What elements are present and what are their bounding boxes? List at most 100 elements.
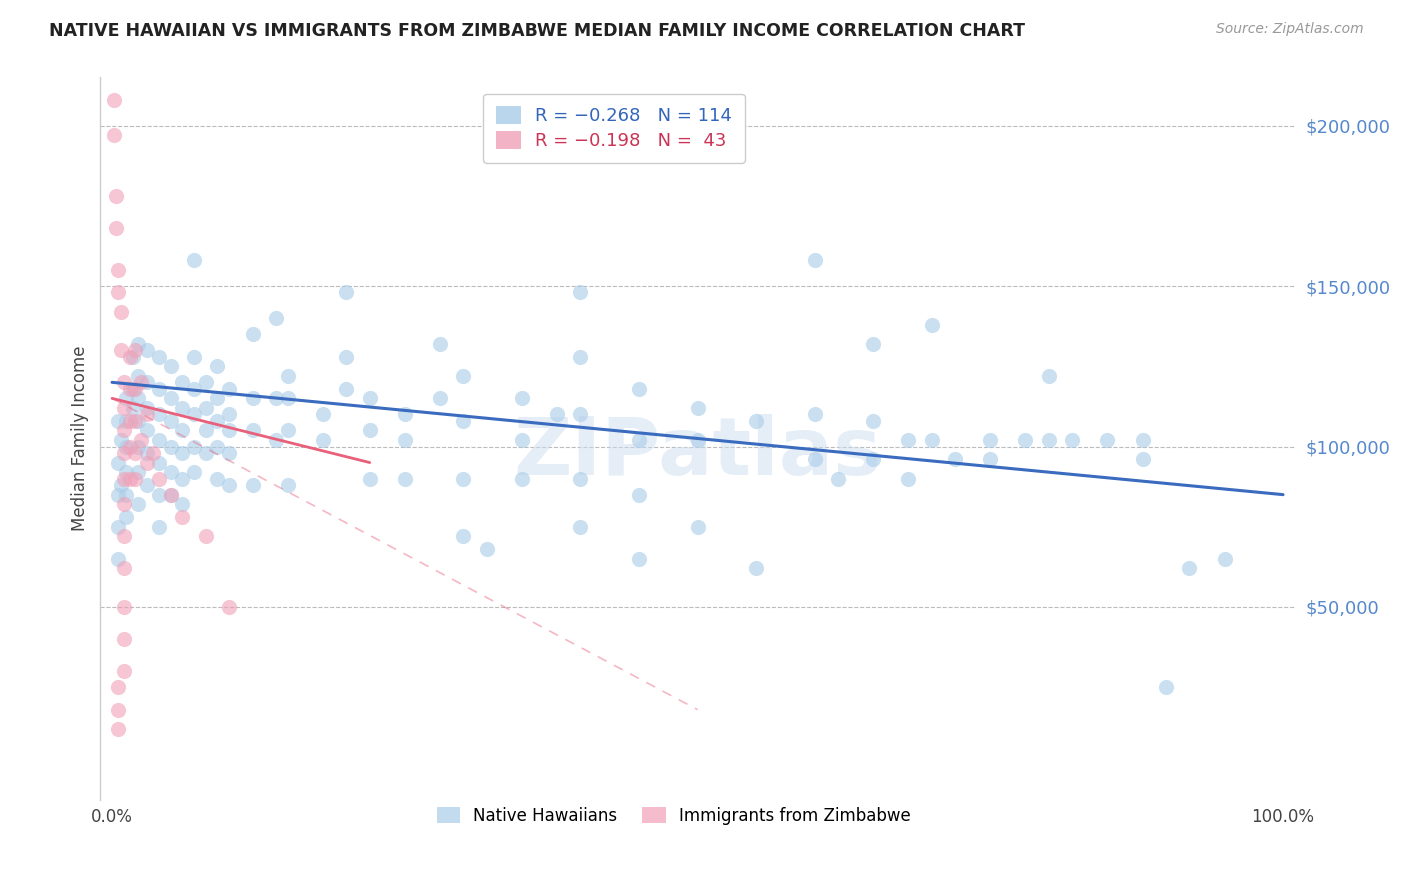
Point — [359, 424, 381, 438]
Point — [194, 376, 217, 390]
Point — [827, 472, 849, 486]
Point — [1097, 433, 1119, 447]
Point — [136, 424, 159, 438]
Point — [122, 401, 145, 415]
Point — [124, 343, 146, 358]
Point — [1038, 368, 1060, 383]
Point — [172, 510, 194, 524]
Point — [112, 529, 135, 543]
Point — [242, 327, 264, 342]
Point — [359, 472, 381, 486]
Point — [803, 452, 825, 467]
Point — [569, 520, 592, 534]
Point — [159, 392, 181, 406]
Point — [159, 359, 181, 374]
Point — [394, 408, 416, 422]
Point — [118, 472, 141, 486]
Point — [627, 382, 650, 396]
Point — [1178, 561, 1201, 575]
Point — [131, 433, 153, 447]
Point — [264, 392, 287, 406]
Point — [124, 414, 146, 428]
Point — [862, 452, 884, 467]
Point — [172, 424, 194, 438]
Point — [104, 189, 127, 203]
Point — [921, 433, 943, 447]
Point — [207, 440, 229, 454]
Point — [159, 414, 181, 428]
Point — [897, 472, 920, 486]
Point — [359, 392, 381, 406]
Point — [242, 424, 264, 438]
Point — [107, 703, 129, 717]
Y-axis label: Median Family Income: Median Family Income — [72, 346, 89, 532]
Point — [803, 253, 825, 268]
Text: Source: ZipAtlas.com: Source: ZipAtlas.com — [1216, 22, 1364, 37]
Point — [335, 285, 357, 300]
Point — [107, 414, 129, 428]
Point — [112, 446, 135, 460]
Point — [136, 408, 159, 422]
Point — [453, 529, 475, 543]
Point — [312, 408, 335, 422]
Point — [207, 472, 229, 486]
Point — [112, 424, 135, 438]
Point — [148, 472, 170, 486]
Point — [107, 520, 129, 534]
Point — [104, 221, 127, 235]
Point — [107, 680, 129, 694]
Point — [627, 433, 650, 447]
Point — [943, 452, 966, 467]
Point — [112, 561, 135, 575]
Point — [112, 376, 135, 390]
Point — [124, 446, 146, 460]
Point — [979, 452, 1001, 467]
Point — [159, 488, 181, 502]
Point — [862, 336, 884, 351]
Point — [183, 253, 205, 268]
Point — [264, 433, 287, 447]
Text: ZIPatlas: ZIPatlas — [513, 414, 882, 491]
Point — [122, 350, 145, 364]
Point — [127, 392, 149, 406]
Point — [569, 350, 592, 364]
Point — [277, 392, 299, 406]
Point — [546, 408, 568, 422]
Point — [242, 478, 264, 492]
Point — [1038, 433, 1060, 447]
Point — [277, 478, 299, 492]
Point — [862, 414, 884, 428]
Point — [103, 93, 125, 107]
Point — [183, 465, 205, 479]
Point — [194, 424, 217, 438]
Point — [127, 336, 149, 351]
Point — [183, 382, 205, 396]
Point — [112, 401, 135, 415]
Point — [172, 376, 194, 390]
Point — [115, 465, 138, 479]
Point — [127, 497, 149, 511]
Point — [136, 478, 159, 492]
Point — [118, 350, 141, 364]
Point — [148, 488, 170, 502]
Point — [686, 433, 709, 447]
Point — [118, 382, 141, 396]
Point — [277, 424, 299, 438]
Point — [107, 456, 129, 470]
Point — [103, 128, 125, 143]
Point — [207, 392, 229, 406]
Point — [264, 311, 287, 326]
Point — [277, 368, 299, 383]
Point — [118, 414, 141, 428]
Point — [112, 664, 135, 678]
Point — [335, 382, 357, 396]
Point — [183, 350, 205, 364]
Point — [112, 497, 135, 511]
Point — [124, 472, 146, 486]
Point — [148, 456, 170, 470]
Point — [897, 433, 920, 447]
Point — [1132, 433, 1154, 447]
Point — [127, 414, 149, 428]
Point — [136, 376, 159, 390]
Point — [183, 440, 205, 454]
